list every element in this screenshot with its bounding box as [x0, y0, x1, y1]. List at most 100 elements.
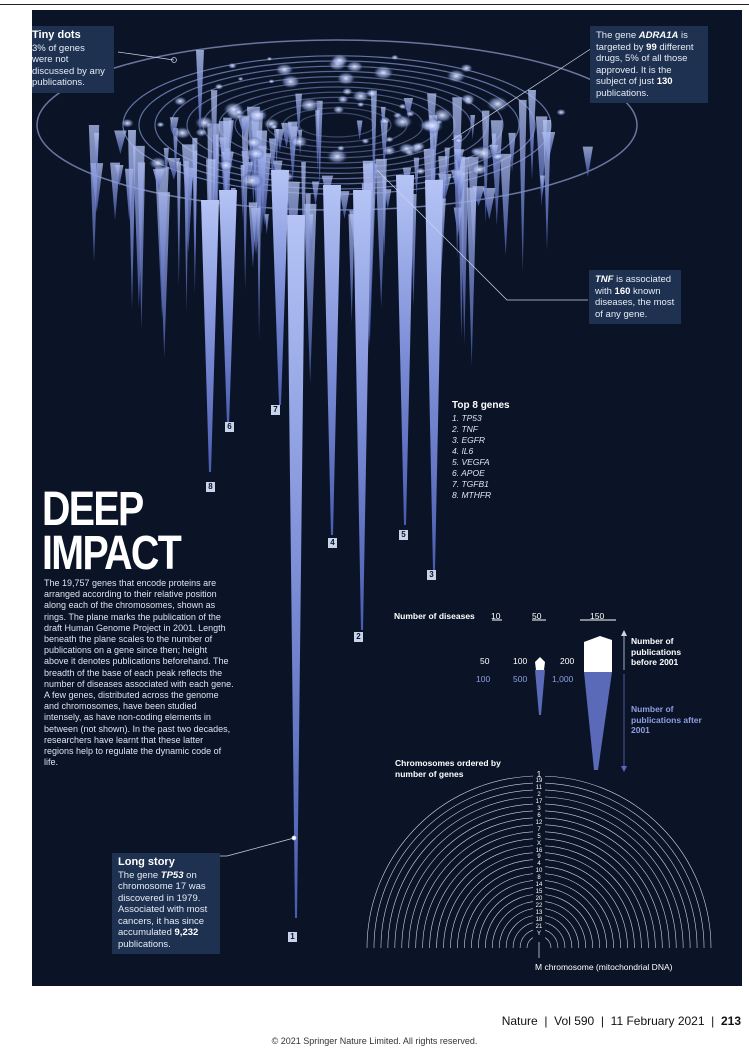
gene-peak: [384, 136, 395, 143]
volume: Vol 590: [554, 1014, 595, 1028]
gene-landscape: [36, 39, 638, 918]
callout-text: is targeted by: [596, 30, 688, 53]
callout-text: known diseases, the most of any gene.: [595, 285, 675, 320]
gene-peak: [332, 105, 345, 114]
key-before-value: 50: [480, 656, 490, 666]
chromosome-label: 22: [533, 903, 545, 911]
gene-spike: [115, 165, 124, 187]
gene-spike: [356, 120, 363, 141]
chromosome-label: 8: [533, 875, 545, 883]
list-item: 8. MTHFR: [452, 490, 492, 500]
callout-title: Tiny dots: [32, 29, 81, 41]
gene-spike: [339, 191, 350, 220]
gene-spike: [370, 90, 377, 201]
gene-peak: [120, 118, 135, 128]
gene-peak: [336, 95, 350, 104]
chromosome-label: 14: [533, 882, 545, 890]
chromosome-label: 3: [533, 805, 545, 813]
chromosome-label: 2: [533, 791, 545, 799]
gene-spike: [281, 122, 292, 148]
publication-count: 9,232: [174, 927, 199, 938]
callout-leader-lines: [117, 47, 593, 857]
gene-spike: [114, 130, 127, 155]
list-item: 4. IL6: [452, 446, 474, 456]
gene-peak: [471, 144, 495, 162]
top-gene-spike-4: [323, 185, 341, 535]
long-story-callout: Long story The gene TP53 on chromosome 1…: [112, 853, 220, 954]
tiny-dots-callout: Tiny dots 3% of genes were not discussed…: [32, 26, 114, 93]
gene-peak: [289, 135, 309, 149]
m-chromosome-label: M chromosome (mitochondrial DNA): [535, 962, 673, 972]
gene-peak: [556, 108, 567, 116]
callout-text: on chromosome 17 was discovered in 1979.…: [118, 869, 208, 939]
key-after-value: 1,000: [552, 674, 574, 684]
chromosome-label: 17: [533, 798, 545, 806]
chromosome-label: 6: [533, 812, 545, 820]
key-spike-after-large: [584, 672, 612, 770]
gene-spike: [172, 128, 179, 175]
gene-peak: [341, 87, 353, 96]
key-before-label: Number of publications before 2001: [631, 636, 682, 667]
gene-peak: [274, 62, 295, 77]
gene-spike: [94, 132, 100, 175]
gene-spike: [152, 169, 165, 191]
gene-peak: [269, 124, 279, 130]
top-gene-spike-5: [396, 175, 414, 525]
gene-spike: [457, 156, 466, 340]
top-gene-spike-2: [353, 190, 371, 630]
gene-peak: [245, 136, 262, 149]
chromosome-ring: [298, 112, 376, 138]
top-gene-spike-7: [271, 170, 289, 405]
gene-peak: [454, 137, 463, 144]
gene-name: ADRA1A: [638, 30, 679, 41]
gene-peak: [195, 127, 208, 137]
top-gene-spike-3: [425, 180, 443, 570]
key-arrowhead-up: [621, 630, 627, 636]
chromosome-label: 15: [533, 889, 545, 897]
gene-spike: [196, 50, 204, 140]
chart-key: [492, 619, 627, 772]
key-arrowhead-down: [621, 766, 627, 772]
key-diseases-label: Number of diseases: [394, 611, 475, 621]
chromosome-label: 10: [533, 868, 545, 876]
gene-peak: [173, 96, 188, 106]
chromosome-label: 12: [533, 819, 545, 827]
callout-title: Long story: [118, 856, 175, 868]
headline-line-1: DEEP: [42, 483, 144, 536]
gene-spike: [311, 181, 320, 206]
spike-label-2: 2: [354, 632, 363, 642]
issue-date: 11 February 2021: [610, 1014, 705, 1028]
top-gene-spike-1: [287, 215, 305, 918]
list-item: 7. TGFB1: [452, 479, 489, 489]
chromosome-label: 20: [533, 896, 545, 904]
chromosome-label: 4: [533, 861, 545, 869]
callout-text: publications.: [118, 938, 171, 950]
disease-count: 160: [614, 285, 631, 297]
gene-spike: [466, 187, 477, 366]
gene-peak: [356, 101, 365, 108]
drug-count: 99: [646, 41, 657, 53]
gene-peak: [397, 142, 416, 155]
gene-peak: [390, 54, 399, 61]
list-item: 2. TNF: [452, 424, 478, 434]
gene-peak: [247, 107, 269, 123]
chromosome-label: 19: [533, 777, 545, 785]
gene-peak: [268, 79, 275, 84]
callout-text: 3% of genes were not discussed by any pu…: [32, 42, 105, 89]
page-footer: Nature | Vol 590 | 11 February 2021 | 21…: [501, 1014, 741, 1028]
key-after-label: Number of publications after 2001: [631, 704, 702, 735]
page-number: 213: [720, 1014, 741, 1028]
gene-spike: [543, 120, 551, 250]
chromosome-label: 1: [533, 771, 545, 779]
chromosome-label: 21: [533, 924, 545, 932]
spike-label-1: 1: [288, 932, 297, 942]
list-item: 5. VEGFA: [452, 457, 490, 467]
spike-label-4: 4: [328, 538, 337, 548]
spike-label-3: 3: [427, 570, 436, 580]
gene-peak: [148, 156, 168, 170]
gene-peak: [485, 95, 510, 113]
chromosome-ring: [170, 70, 504, 180]
callout-text: different drugs, 5% of all those approve…: [596, 41, 694, 88]
gene-peak: [227, 62, 238, 70]
gene-spike: [380, 120, 388, 171]
